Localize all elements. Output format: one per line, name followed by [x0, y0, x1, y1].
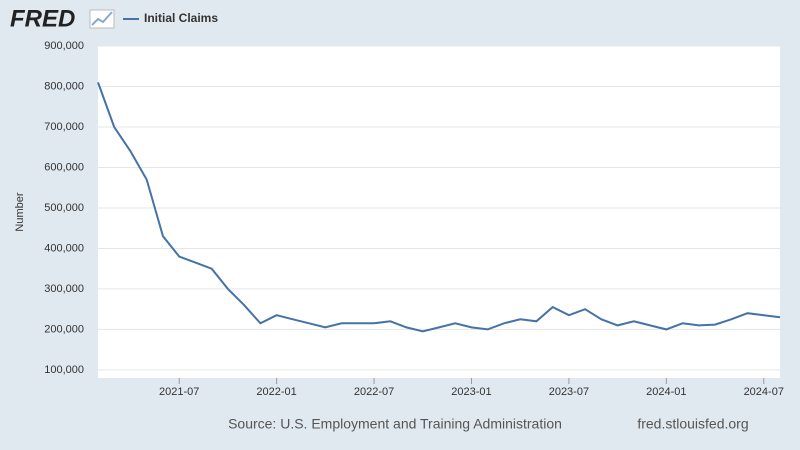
plot-area [98, 46, 780, 378]
x-tick-label: 2022-01 [256, 386, 296, 398]
y-tick-label: 300,000 [44, 283, 84, 295]
y-tick-label: 200,000 [44, 323, 84, 335]
x-tick-label: 2024-07 [744, 386, 784, 398]
y-tick-label: 600,000 [44, 161, 84, 173]
x-tick-label: 2023-01 [451, 386, 491, 398]
y-tick-label: 400,000 [44, 242, 84, 254]
data-line [97, 82, 781, 333]
y-tick-label: 500,000 [44, 202, 84, 214]
logo: FRED [10, 5, 75, 32]
y-tick-label: 800,000 [44, 80, 84, 92]
x-tick-label: 2021-07 [159, 386, 199, 398]
y-axis-label: Number [14, 192, 26, 231]
x-tick-label: 2024-01 [646, 386, 686, 398]
legend-label: Initial Claims [144, 11, 218, 25]
y-tick-label: 100,000 [44, 364, 84, 376]
url: fred.stlouisfed.org [637, 416, 748, 432]
logo-icon [89, 9, 115, 29]
source: Source: U.S. Employment and Training Adm… [228, 416, 562, 432]
x-tick-label: 2023-07 [549, 386, 589, 398]
y-tick-label: 700,000 [44, 121, 84, 133]
x-tick-label: 2022-07 [354, 386, 394, 398]
y-tick-label: 900,000 [44, 40, 84, 52]
